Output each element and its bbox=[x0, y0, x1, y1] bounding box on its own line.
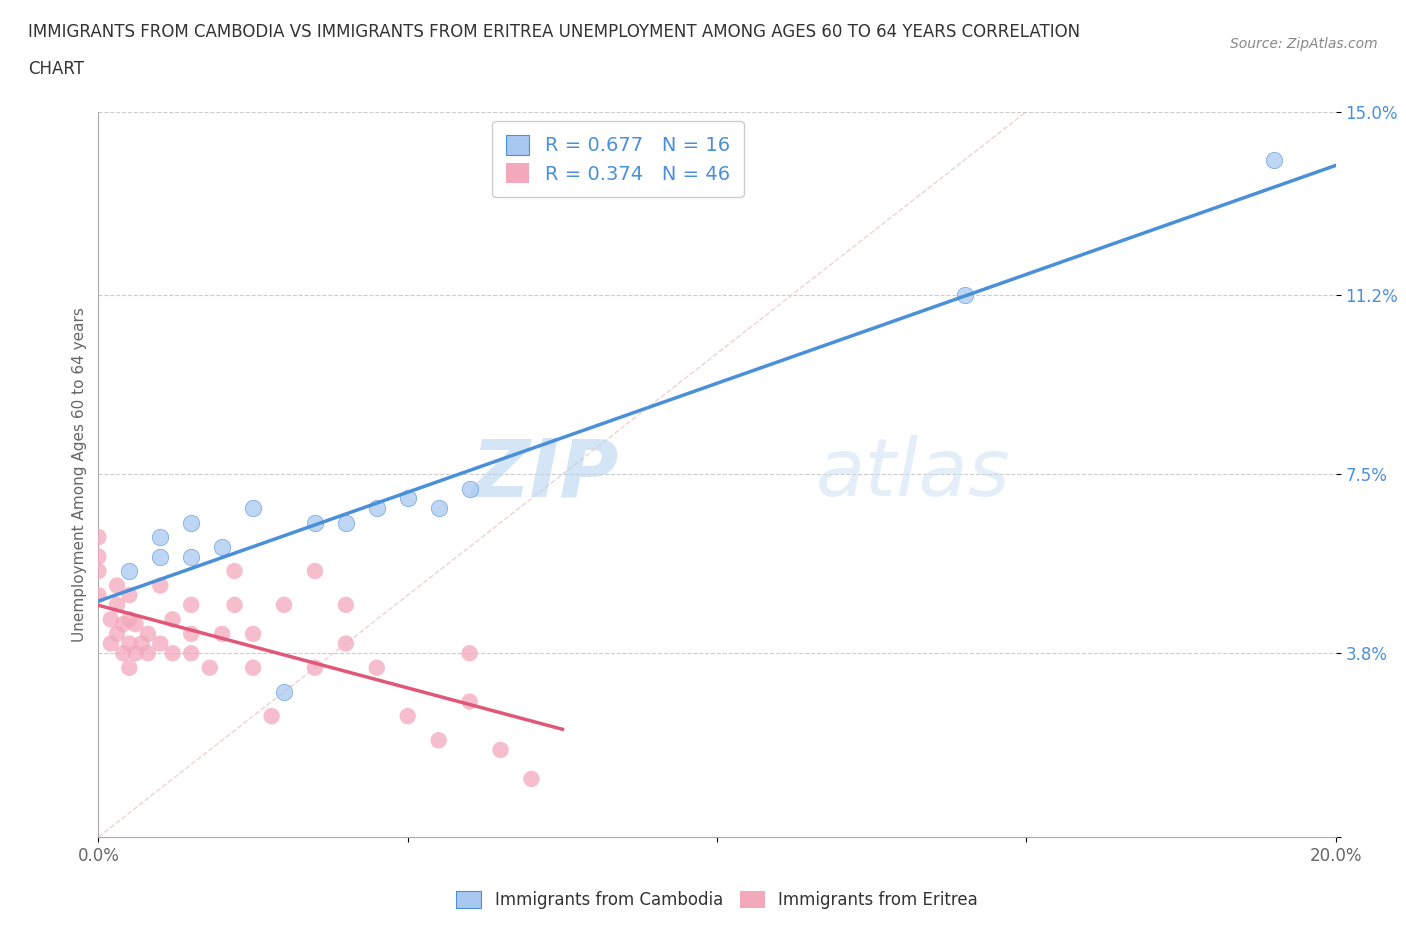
Point bbox=[118, 588, 141, 603]
Text: CHART: CHART bbox=[28, 60, 84, 78]
Point bbox=[118, 564, 141, 578]
Point bbox=[136, 627, 159, 642]
Legend: Immigrants from Cambodia, Immigrants from Eritrea: Immigrants from Cambodia, Immigrants fro… bbox=[450, 884, 984, 916]
Point bbox=[520, 772, 543, 787]
Point bbox=[242, 660, 264, 675]
Point bbox=[304, 515, 326, 530]
Point bbox=[87, 530, 110, 545]
Point bbox=[100, 612, 122, 627]
Point bbox=[124, 645, 146, 660]
Point bbox=[105, 627, 128, 642]
Text: ZIP: ZIP bbox=[471, 435, 619, 513]
Point bbox=[224, 564, 246, 578]
Point bbox=[335, 597, 357, 612]
Point bbox=[242, 500, 264, 515]
Point bbox=[180, 549, 202, 564]
Point bbox=[131, 636, 153, 651]
Point bbox=[458, 482, 481, 497]
Point bbox=[180, 627, 202, 642]
Point bbox=[180, 515, 202, 530]
Point bbox=[118, 612, 141, 627]
Point bbox=[211, 627, 233, 642]
Point bbox=[100, 636, 122, 651]
Point bbox=[112, 645, 135, 660]
Point bbox=[427, 733, 450, 748]
Point bbox=[366, 660, 388, 675]
Text: Source: ZipAtlas.com: Source: ZipAtlas.com bbox=[1230, 37, 1378, 51]
Point bbox=[112, 617, 135, 631]
Point bbox=[335, 515, 357, 530]
Point bbox=[162, 645, 184, 660]
Point bbox=[87, 549, 110, 564]
Point bbox=[87, 564, 110, 578]
Point bbox=[458, 645, 481, 660]
Point bbox=[458, 694, 481, 709]
Point bbox=[87, 588, 110, 603]
Point bbox=[149, 578, 172, 593]
Text: atlas: atlas bbox=[815, 435, 1011, 513]
Point bbox=[180, 597, 202, 612]
Point bbox=[118, 636, 141, 651]
Point bbox=[304, 660, 326, 675]
Point bbox=[335, 636, 357, 651]
Point bbox=[105, 597, 128, 612]
Point bbox=[105, 578, 128, 593]
Point bbox=[118, 660, 141, 675]
Point bbox=[242, 627, 264, 642]
Point bbox=[198, 660, 221, 675]
Point bbox=[953, 288, 976, 303]
Y-axis label: Unemployment Among Ages 60 to 64 years: Unemployment Among Ages 60 to 64 years bbox=[72, 307, 87, 642]
Point bbox=[273, 597, 295, 612]
Point bbox=[260, 709, 283, 724]
Point bbox=[224, 597, 246, 612]
Point bbox=[211, 539, 233, 554]
Point bbox=[149, 549, 172, 564]
Point bbox=[427, 500, 450, 515]
Point bbox=[124, 617, 146, 631]
Point bbox=[366, 500, 388, 515]
Point bbox=[149, 636, 172, 651]
Point bbox=[396, 709, 419, 724]
Point bbox=[149, 530, 172, 545]
Point bbox=[136, 645, 159, 660]
Point bbox=[489, 742, 512, 757]
Point bbox=[304, 564, 326, 578]
Point bbox=[1263, 153, 1285, 167]
Point bbox=[162, 612, 184, 627]
Text: IMMIGRANTS FROM CAMBODIA VS IMMIGRANTS FROM ERITREA UNEMPLOYMENT AMONG AGES 60 T: IMMIGRANTS FROM CAMBODIA VS IMMIGRANTS F… bbox=[28, 23, 1080, 41]
Point bbox=[180, 645, 202, 660]
Point bbox=[273, 684, 295, 699]
Point bbox=[396, 491, 419, 506]
